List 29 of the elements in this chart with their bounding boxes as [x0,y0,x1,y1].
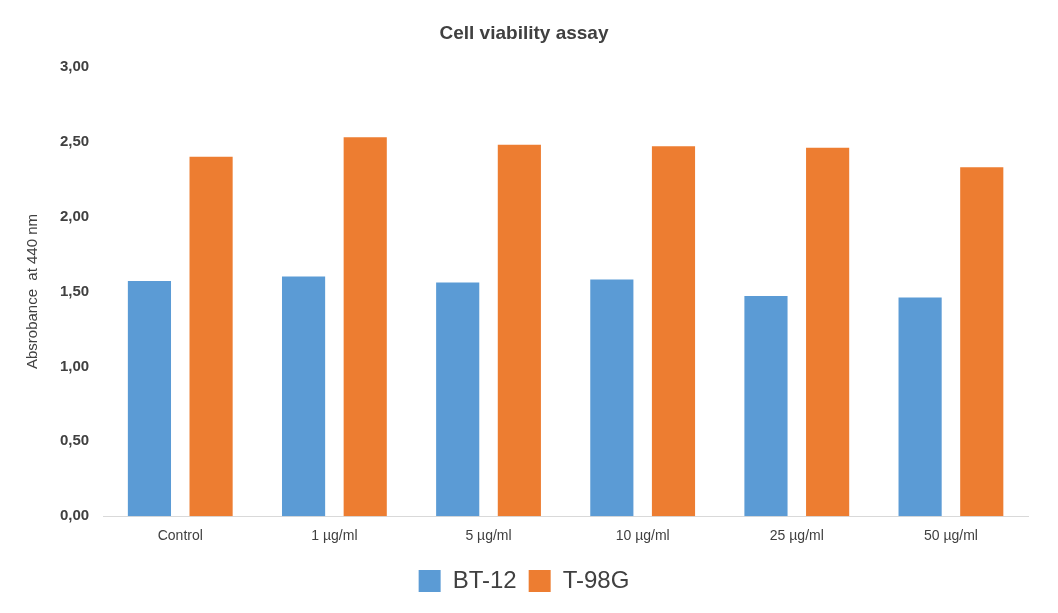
y-axis-title: Absrobance at 440 nm [23,213,41,370]
legend-label: T-98G [562,565,630,593]
bar [281,276,326,517]
y-tick-label: 2,00 [59,206,90,224]
bar [651,146,696,517]
bar [189,156,233,517]
bar [960,167,1004,517]
x-tick-label: 10 µg/ml [615,527,670,544]
x-tick-label: 25 µg/ml [769,527,824,544]
y-tick-label: 2,50 [59,131,90,149]
y-tick-label: 1,00 [59,356,90,374]
bar [497,144,541,517]
y-tick-label: 0,00 [59,506,90,524]
bar [436,282,480,517]
bar [898,297,942,517]
bar [127,281,172,517]
x-tick-label: 1 µg/ml [311,527,358,544]
x-tick-label: 5 µg/ml [465,527,512,544]
y-tick-label: 3,00 [59,56,90,74]
chart-title: Cell viability assay [439,21,609,43]
bar [744,295,788,517]
y-tick-label: 1,50 [59,281,90,299]
bar [343,137,387,517]
bar [806,147,850,517]
x-tick-label: Control [157,527,203,544]
x-tick-label: 50 µg/ml [923,527,978,544]
legend-label: BT-12 [452,565,517,593]
bar [590,279,634,517]
y-tick-label: 0,50 [59,431,90,449]
